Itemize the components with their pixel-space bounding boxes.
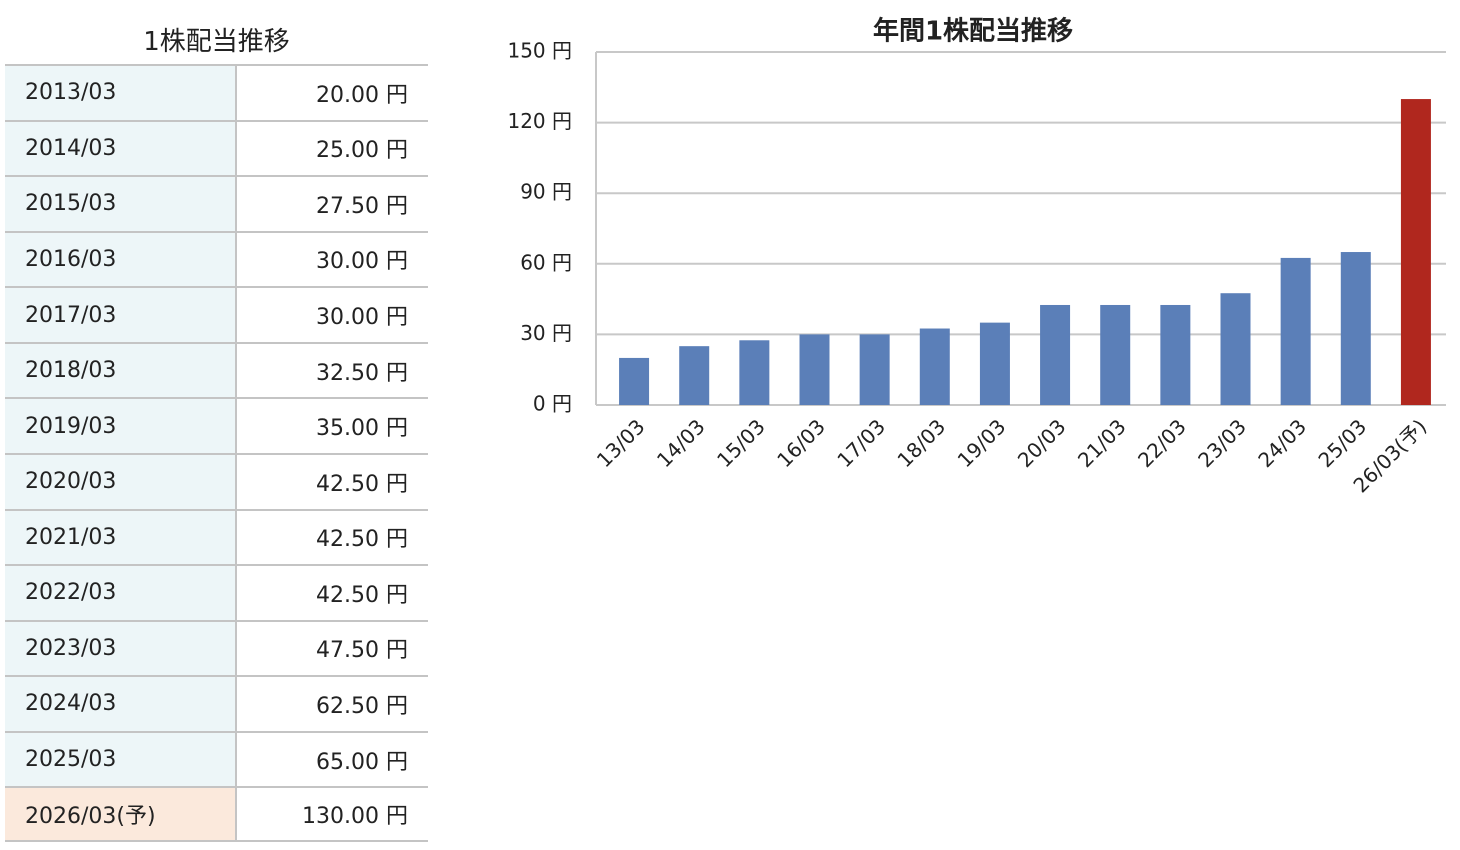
dividend-cell: 25.00 円 bbox=[316, 138, 408, 164]
x-tick-label: 23/03 bbox=[1193, 414, 1251, 472]
bar bbox=[1100, 304, 1131, 405]
x-tick-label: 22/03 bbox=[1133, 414, 1191, 472]
x-tick-label: 14/03 bbox=[652, 414, 710, 472]
x-tick-label: 19/03 bbox=[953, 414, 1011, 472]
bar bbox=[1160, 304, 1191, 405]
period-cell: 2019/03 bbox=[5, 399, 237, 453]
period-cell: 2015/03 bbox=[5, 177, 237, 231]
table-row: 2023/03 47.50 円 bbox=[5, 619, 428, 676]
dividend-cell: 30.00 円 bbox=[316, 249, 408, 275]
y-tick-label: 150 円 bbox=[507, 39, 572, 63]
bar bbox=[1340, 252, 1371, 405]
x-tick-label: 24/03 bbox=[1253, 414, 1311, 472]
table-row: 2018/03 32.50 円 bbox=[5, 341, 428, 398]
period-cell: 2017/03 bbox=[5, 288, 237, 342]
x-tick-label: 20/03 bbox=[1013, 414, 1071, 472]
period-cell: 2022/03 bbox=[5, 566, 237, 620]
table-row: 2016/03 30.00 円 bbox=[5, 230, 428, 287]
table-row: 2024/03 62.50 円 bbox=[5, 675, 428, 731]
x-tick-label: 15/03 bbox=[712, 414, 770, 472]
table-row: 2019/03 35.00 円 bbox=[5, 397, 428, 453]
x-tick-label: 21/03 bbox=[1073, 414, 1131, 472]
dividend-cell: 62.50 円 bbox=[316, 693, 408, 719]
bar bbox=[799, 334, 830, 405]
period-cell: 2024/03 bbox=[5, 677, 237, 731]
dividend-cell: 32.50 円 bbox=[316, 360, 408, 386]
period-cell: 2020/03 bbox=[5, 454, 237, 509]
period-cell: 2018/03 bbox=[5, 343, 237, 398]
period-cell: 2014/03 bbox=[5, 121, 237, 176]
dividend-cell: 30.00 円 bbox=[316, 305, 408, 331]
period-cell: 2013/03 bbox=[5, 66, 237, 120]
period-cell: 2026/03(予) bbox=[5, 788, 237, 840]
table-row: 2021/03 42.50 円 bbox=[5, 508, 428, 565]
chart-title: 年間1株配当推移 bbox=[873, 16, 1073, 47]
x-tick-label: 13/03 bbox=[592, 414, 650, 472]
bar bbox=[739, 340, 770, 405]
dividend-cell: 35.00 円 bbox=[316, 416, 408, 442]
bar bbox=[1040, 304, 1071, 405]
table-title: 1株配当推移 bbox=[143, 27, 290, 57]
bar bbox=[679, 346, 710, 405]
bar bbox=[1400, 99, 1431, 406]
bar bbox=[1220, 293, 1251, 405]
dividend-table: 1株配当推移 2013/03 20.00 円 2014/03 25.00 円 2015/… bbox=[5, 20, 428, 842]
table-row: 2026/03(予) 130.00 円 bbox=[5, 786, 428, 842]
dividend-cell: 42.50 円 bbox=[316, 582, 408, 608]
table-row: 2020/03 42.50 円 bbox=[5, 452, 428, 509]
y-tick-label: 0 円 bbox=[533, 392, 572, 416]
dividend-cell: 130.00 円 bbox=[302, 804, 408, 830]
y-tick-label: 30 円 bbox=[520, 321, 572, 345]
period-cell: 2025/03 bbox=[5, 732, 237, 787]
y-tick-label: 60 円 bbox=[520, 250, 572, 274]
table-row: 2013/03 20.00 円 bbox=[5, 64, 428, 120]
dividend-cell: 42.50 円 bbox=[316, 527, 408, 553]
table-row: 2015/03 27.50 円 bbox=[5, 175, 428, 231]
bar bbox=[859, 334, 890, 405]
x-tick-label: 25/03 bbox=[1313, 414, 1371, 472]
dividend-cell: 42.50 円 bbox=[316, 471, 408, 497]
dividend-cell: 27.50 円 bbox=[316, 193, 408, 219]
x-tick-label: 16/03 bbox=[772, 414, 830, 472]
bar bbox=[619, 357, 650, 405]
dividend-cell: 47.50 円 bbox=[316, 638, 408, 664]
dividend-cell: 20.00 円 bbox=[316, 82, 408, 108]
x-tick-label: 18/03 bbox=[892, 414, 950, 472]
bar bbox=[979, 322, 1010, 405]
y-tick-label: 120 円 bbox=[507, 109, 572, 133]
bar bbox=[1280, 257, 1311, 405]
x-tick-label: 17/03 bbox=[832, 414, 890, 472]
period-cell: 2023/03 bbox=[5, 621, 237, 676]
period-cell: 2016/03 bbox=[5, 232, 237, 287]
table-row: 2022/03 42.50 円 bbox=[5, 564, 428, 620]
table-row: 2017/03 30.00 円 bbox=[5, 286, 428, 342]
table-row: 2014/03 25.00 円 bbox=[5, 119, 428, 176]
dividend-cell: 65.00 円 bbox=[316, 749, 408, 775]
period-cell: 2021/03 bbox=[5, 510, 237, 565]
y-tick-label: 90 円 bbox=[520, 180, 572, 204]
bar bbox=[919, 328, 950, 405]
table-row: 2025/03 65.00 円 bbox=[5, 730, 428, 787]
